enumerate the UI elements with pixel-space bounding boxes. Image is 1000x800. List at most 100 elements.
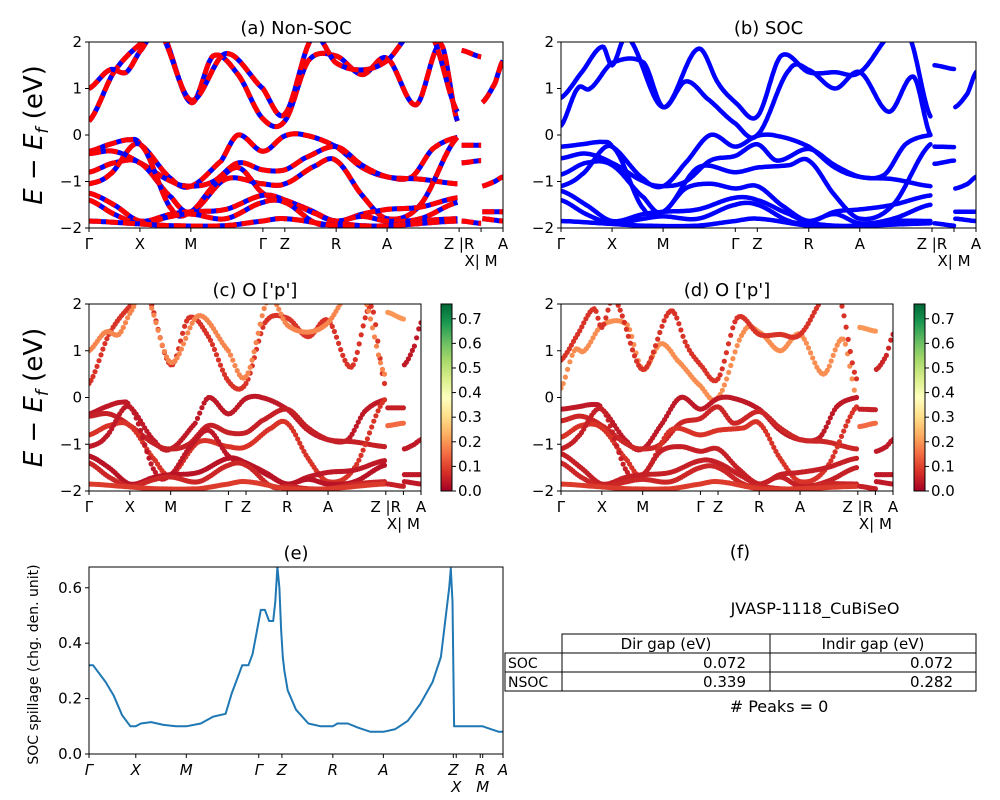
x-tick-label-d: X [597, 498, 607, 516]
projection-point [345, 292, 350, 297]
projection-point [338, 347, 344, 353]
panel-f-gap-table: (f) JVASP-1118_CuBiSeO Dir gap (eV) Indi… [504, 542, 977, 716]
projection-point [830, 454, 836, 460]
projection-point [832, 347, 838, 353]
x-tick-label-e: X [450, 778, 462, 796]
projection-point [827, 415, 833, 421]
colorbar-tick-label-d: 0.7 [931, 310, 955, 328]
projection-point [730, 356, 736, 362]
x-tick-label-a: Γ [259, 235, 268, 253]
band-line-dashed-cb1 [89, 42, 460, 130]
x-tick-label-e: Γ [255, 761, 265, 779]
projection-point [185, 330, 191, 336]
projection-point [603, 412, 609, 418]
projection-point [890, 472, 893, 478]
projection-point [276, 306, 282, 312]
projection-point [562, 374, 569, 380]
x-tick-label-e: M [476, 778, 489, 796]
projection-point [225, 348, 231, 354]
projection-point [657, 329, 663, 336]
projection-point [623, 326, 630, 332]
x-tick-label-e: A [377, 761, 388, 779]
projection-point [607, 423, 614, 429]
x-tick-label-c: A [416, 498, 427, 516]
projection-point [845, 336, 851, 342]
colorbar-tick-label-c: 0.3 [458, 408, 482, 426]
projection-point [299, 444, 305, 450]
projection-point [217, 362, 224, 368]
projection-point [832, 449, 838, 455]
projection-point [849, 376, 855, 382]
projection-point [726, 369, 732, 375]
colorbar-tick-label-d: 0.1 [931, 457, 955, 475]
projection-point [143, 292, 148, 297]
band-line-dashed-seg-rx-4 [461, 218, 482, 226]
projection-point [619, 313, 625, 319]
band-line-dashed-vb7 [89, 216, 458, 228]
projection-point [765, 432, 771, 438]
band-line-vb4 [561, 143, 933, 224]
projection-point [676, 321, 682, 327]
y-tick-label-d: −1 [532, 435, 554, 453]
projection-point [98, 352, 104, 358]
colorbar-tick-label-d: 0.2 [931, 433, 955, 451]
x-tick-label-c: Z [241, 498, 251, 516]
x-tick-label-a: Z |R [444, 235, 475, 253]
projection-point [717, 372, 723, 378]
projection-point [360, 293, 365, 298]
x-tick-label-c: A [323, 498, 334, 516]
projection-point [830, 352, 836, 358]
projection-point [151, 312, 157, 318]
peaks-count: # Peaks = 0 [730, 697, 829, 716]
band-line-dashed-seg-ma-4 [482, 216, 503, 224]
projection-point [732, 319, 738, 325]
projection-point [567, 359, 573, 365]
y-tick-label-b: 0 [544, 126, 554, 144]
x-tick-label-d: A [888, 498, 899, 516]
x-tick-label-c: Γ [224, 498, 233, 516]
projection-point [612, 297, 617, 302]
x-tick-label-c: M [164, 498, 177, 516]
colorbar-tick-label-d: 0.3 [931, 408, 955, 426]
x-tick-label-e: Z [276, 761, 288, 779]
projection-point [672, 311, 678, 317]
projection-point [342, 357, 348, 363]
projection-point [375, 338, 381, 344]
projection-point [352, 288, 357, 293]
projection-point [634, 358, 640, 364]
projection-point [353, 423, 359, 429]
projection-point [139, 285, 144, 290]
y-tick-label-d: 1 [544, 342, 554, 360]
projection-point [723, 350, 730, 356]
panel-title-a: (a) Non-SOC [240, 18, 351, 39]
projection-point [721, 382, 728, 388]
projection-point [730, 325, 736, 331]
projection-point [377, 360, 384, 366]
projection-point [135, 289, 140, 294]
projection-point [347, 291, 352, 296]
projection-point [801, 336, 807, 342]
projection-point [561, 385, 564, 391]
projection-point [356, 341, 362, 347]
projection-point [609, 429, 616, 435]
projection-point [249, 357, 255, 363]
table-value-nsoc-indir: 0.282 [910, 673, 953, 691]
projection-point [888, 337, 893, 343]
colorbar-tick-label-c: 0.7 [458, 310, 482, 328]
projection-point [883, 352, 890, 358]
x-tick-label-d: R [754, 498, 764, 516]
band-line-dashed-cb2 [89, 42, 460, 119]
band-line-cb1 [561, 56, 933, 141]
projection-point [89, 377, 94, 384]
projection-point [838, 433, 845, 439]
table-header-dir-gap: Dir gap (eV) [621, 635, 712, 653]
projection-point [822, 294, 827, 299]
projection-point [329, 323, 335, 330]
projection-point [137, 293, 142, 298]
projection-point [149, 305, 155, 311]
panel-title-c: (c) O ['p'] [213, 280, 298, 301]
